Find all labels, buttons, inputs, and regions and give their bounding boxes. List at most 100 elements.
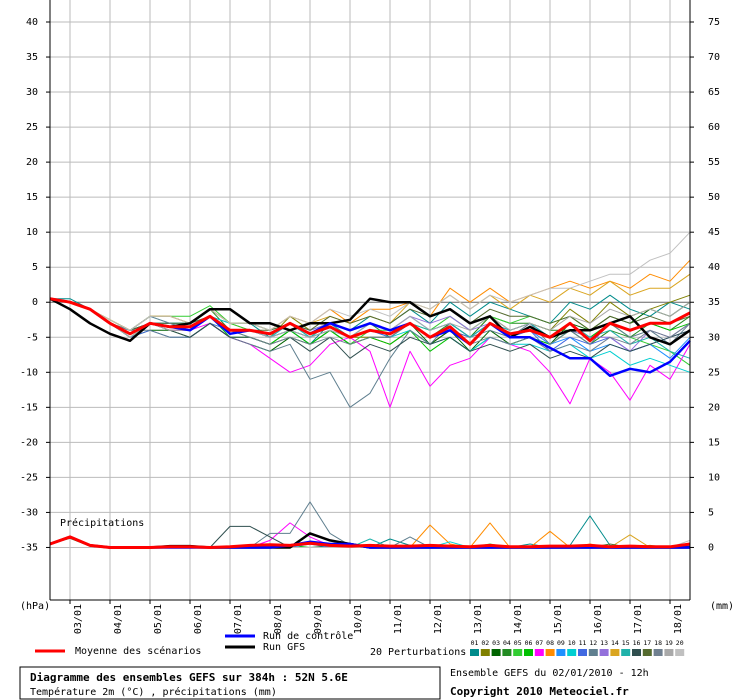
y2-tick-label: 5: [708, 507, 714, 518]
legend-swatch: [621, 649, 631, 656]
y2-tick-label: 75: [708, 17, 720, 28]
y-axis-label: (hPa): [20, 601, 50, 612]
legend-label: 03: [492, 639, 500, 647]
x-tick-label: 14/01: [513, 604, 524, 634]
y2-tick-label: 45: [708, 227, 720, 238]
perturbations-label: 20 Perturbations: [370, 647, 466, 658]
x-tick-label: 03/01: [73, 604, 84, 634]
legend-swatch: [642, 649, 652, 656]
plot: [49, 231, 691, 549]
y2-tick-label: 10: [708, 472, 720, 483]
legend-label: 04: [503, 639, 511, 647]
legend-label: 10: [568, 639, 576, 647]
copyright: Copyright 2010 Meteociel.fr: [450, 685, 629, 698]
y-tick-label: 0: [32, 297, 38, 308]
y2-axis-label: (mm): [710, 601, 734, 612]
x-tick-label: 06/01: [193, 604, 204, 634]
legend-label: 05: [514, 639, 522, 647]
x-tick-label: 04/01: [113, 604, 124, 634]
temperature-line: [49, 297, 691, 346]
precip-line: [49, 501, 690, 548]
y2-tick-label: 55: [708, 157, 720, 168]
legend-label: Moyenne des scénarios: [75, 645, 201, 657]
legend-label: 20: [676, 639, 684, 647]
y2-tick-label: 50: [708, 192, 720, 203]
y-tick-label: 20: [26, 157, 38, 168]
x-tick-label: 08/01: [273, 604, 284, 634]
y-tick-label: 15: [26, 192, 38, 203]
temperature-line: [49, 298, 691, 352]
y2-tick-label: 65: [708, 87, 720, 98]
temperature-line: [49, 231, 691, 331]
precip-line: [49, 515, 691, 548]
legend-label: 18: [654, 639, 662, 647]
x-tick-label: 07/01: [233, 604, 244, 634]
legend-label: 01: [471, 639, 479, 647]
x-tick-label: 13/01: [473, 604, 484, 634]
legend-swatch: [502, 649, 512, 656]
precip-line: [49, 522, 690, 548]
legend-swatch: [556, 649, 566, 656]
precip-line: [49, 535, 691, 549]
legend-label: Run GFS: [263, 642, 305, 653]
y2-tick-label: 35: [708, 297, 720, 308]
legend-swatch: [653, 649, 663, 656]
y2-tick-label: 70: [708, 52, 720, 63]
legend-label: 13: [600, 639, 608, 647]
x-tick-label: 15/01: [553, 604, 564, 634]
legend-swatch: [578, 649, 587, 656]
temperature-line: [49, 298, 691, 408]
y2-tick-label: 0: [708, 542, 714, 553]
legend-label: 12: [589, 639, 597, 647]
legend-label: 11: [579, 639, 587, 647]
y-tick-label: 5: [32, 262, 38, 273]
y-tick-label: -5: [26, 332, 38, 343]
legend: 20 Perturbations Moyenne des scénarios Ru…: [35, 630, 685, 658]
legend-label: 02: [481, 639, 489, 647]
legend-swatch: [632, 649, 641, 656]
y2-tick-label: 20: [708, 402, 720, 413]
legend-swatch: [480, 649, 490, 656]
legend-label: Run de contrôle: [263, 630, 353, 642]
y-tick-label: 40: [26, 17, 38, 28]
legend-label: 15: [622, 639, 630, 647]
legend-label: 06: [525, 639, 533, 647]
chart-title: Diagramme des ensembles GEFS sur 384h : …: [30, 671, 348, 684]
x-tick-label: 09/01: [313, 604, 324, 634]
legend-label: 09: [557, 639, 565, 647]
y-tick-label: 30: [26, 87, 38, 98]
axes: [49, 0, 691, 601]
y-tick-label: 10: [26, 227, 38, 238]
run-label: Ensemble GEFS du 02/01/2010 - 12h: [450, 668, 649, 679]
legend-swatch: [491, 649, 501, 656]
legend-swatch: [545, 649, 555, 656]
y-tick-label: -20: [20, 437, 38, 448]
x-tick-label: 11/01: [393, 604, 404, 634]
y-tick-label: 25: [26, 122, 38, 133]
y2-tick-label: 40: [708, 262, 720, 273]
legend-label: 19: [665, 639, 673, 647]
legend-label: 14: [611, 639, 619, 647]
x-tick-label: 17/01: [633, 604, 644, 634]
y-tick-label: 35: [26, 52, 38, 63]
x-tick-label: 12/01: [433, 604, 444, 634]
y2-tick-label: 15: [708, 437, 720, 448]
chart-subtitle: Température 2m (°C) , précipitations (mm…: [30, 686, 277, 698]
legend-swatch: [513, 649, 523, 656]
y2-tick-label: 60: [708, 122, 720, 133]
x-tick-label: 05/01: [153, 604, 164, 634]
legend-label: 17: [643, 639, 651, 647]
caption-box: [19, 666, 441, 700]
y-tick-label: -10: [20, 367, 38, 378]
legend-label: 07: [535, 639, 543, 647]
legend-label: 16: [633, 639, 641, 647]
legend-swatch: [599, 649, 609, 656]
legend-swatch: [610, 649, 620, 656]
legend-label: 08: [546, 639, 554, 647]
grid: [46, 0, 694, 604]
y-tick-label: -15: [20, 402, 38, 413]
legend-swatch: [675, 649, 685, 656]
y2-tick-label: 30: [708, 332, 720, 343]
